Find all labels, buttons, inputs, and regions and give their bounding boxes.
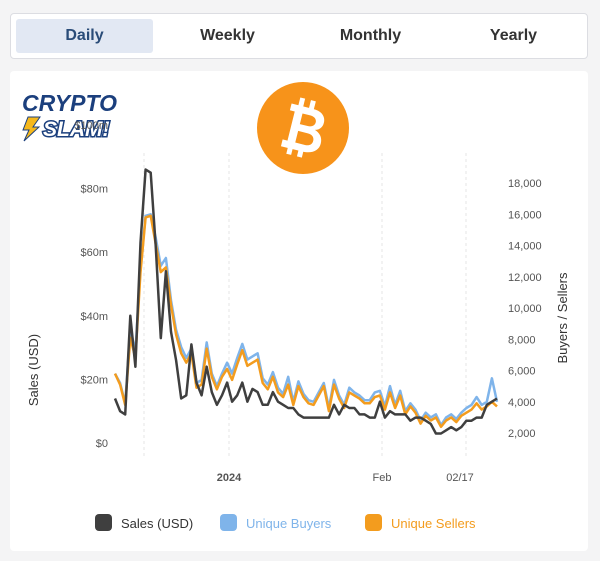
y-right-tick-label: 14,000 (508, 241, 542, 253)
y-right-tick-label: 16,000 (508, 209, 542, 221)
y-right-tick-label: 8,000 (508, 334, 536, 346)
tab-yearly[interactable]: Yearly (489, 27, 538, 44)
interval-tab-bar: Daily Weekly Monthly Yearly (10, 13, 588, 59)
x-tick-label: Feb (373, 472, 392, 484)
x-tick-label: 2024 (217, 472, 242, 484)
y-right-tick-label: 10,000 (508, 303, 542, 315)
chart-card: CRYPTO SLAM! $0 $20m $40m $60m $80m $100m 2,00… (10, 71, 588, 551)
y-left-tick-label: $60m (80, 247, 108, 259)
series-line-unique-sellers (113, 214, 498, 429)
y-right-tick-label: 12,000 (508, 272, 542, 284)
legend-swatch[interactable] (220, 514, 237, 531)
lightning-bolt-icon (22, 116, 41, 142)
cryptoslam-logo: CRYPTO SLAM! (22, 90, 118, 143)
legend-label[interactable]: Unique Sellers (391, 516, 476, 531)
sales-chart: $0 $20m $40m $60m $80m $100m 2,000 4,000 6,000 8,… (26, 120, 570, 531)
tab-weekly[interactable]: Weekly (200, 27, 255, 44)
y-left-tick-label: $80m (80, 184, 108, 196)
logo-line1: CRYPTO (22, 90, 117, 116)
y-right-tick-label: 18,000 (508, 178, 542, 190)
x-tick-label: 02/17 (446, 472, 474, 484)
logo-line2: SLAM! (43, 118, 110, 141)
y-axis-left-title: Sales (USD) (26, 334, 41, 406)
series-line-unique-buyers (113, 213, 499, 427)
y-right-tick-label: 6,000 (508, 366, 536, 378)
y-left-tick-label: $0 (96, 438, 108, 450)
series-line-sales-usd (113, 168, 498, 435)
bitcoin-icon (257, 82, 349, 174)
y-left-tick-label: $20m (80, 374, 108, 386)
tab-monthly[interactable]: Monthly (339, 27, 402, 44)
y-axis-right-title: Buyers / Sellers (555, 272, 570, 364)
tab-daily[interactable]: Daily (16, 19, 153, 53)
chart-legend: Sales (USD) Unique Buyers Unique Sellers (95, 514, 476, 531)
legend-swatch[interactable] (95, 514, 112, 531)
legend-label[interactable]: Unique Buyers (246, 516, 332, 531)
y-right-tick-label: 2,000 (508, 428, 536, 440)
y-left-tick-label: $100m (74, 120, 108, 132)
y-right-tick-label: 4,000 (508, 397, 536, 409)
y-left-tick-label: $40m (80, 311, 108, 323)
legend-label[interactable]: Sales (USD) (121, 516, 193, 531)
legend-swatch[interactable] (365, 514, 382, 531)
